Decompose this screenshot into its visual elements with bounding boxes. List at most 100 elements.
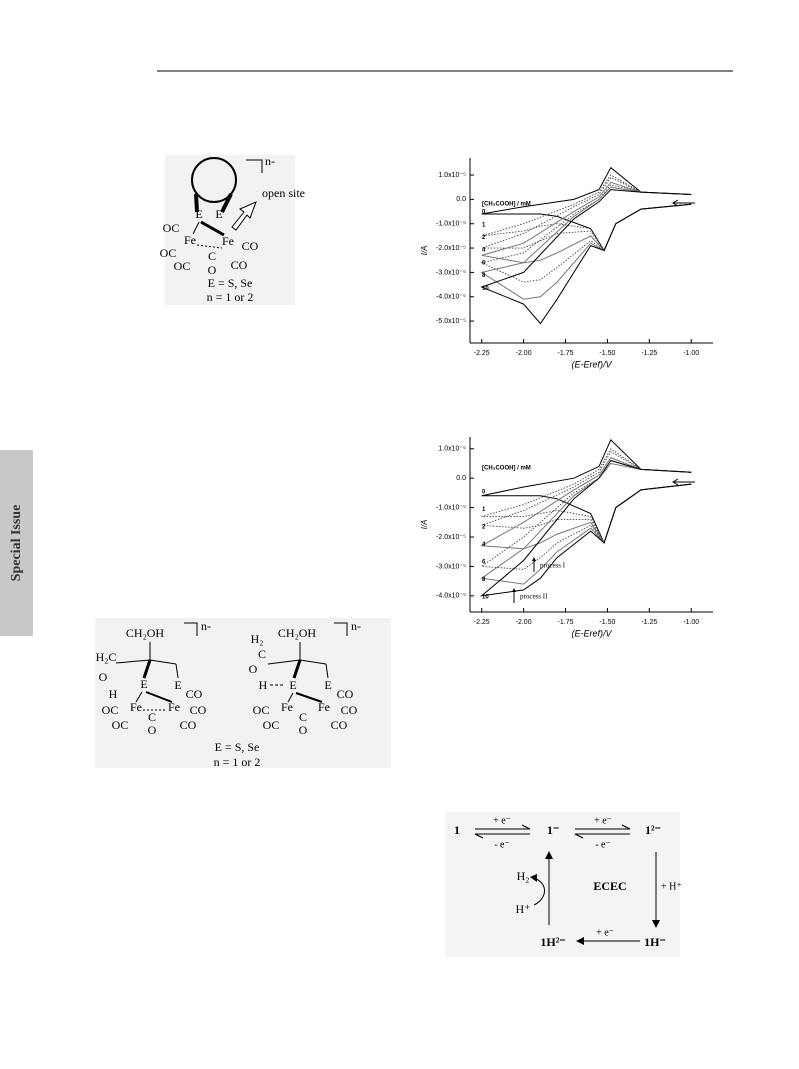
atom: E: [174, 678, 181, 692]
legend-label: 8: [482, 577, 486, 583]
atom: H₂C: [96, 650, 117, 664]
atom: E: [195, 207, 202, 221]
bond: [287, 692, 294, 703]
x-tick-label: -2.00: [516, 350, 532, 357]
atom: Fe: [222, 234, 234, 248]
y-tick-label: -1.0x10⁻⁵: [436, 221, 466, 228]
atom: H₂: [251, 632, 264, 646]
x-tick-label: -1.75: [558, 619, 574, 626]
species: 1H⁻: [644, 935, 666, 949]
atom: E: [215, 207, 222, 221]
y-tick-label: -2.0x10⁻⁵: [436, 245, 466, 252]
x-axis-label: (E-Eref)/V: [571, 628, 612, 638]
x-tick-label: -1.25: [641, 619, 657, 626]
arrowhead: [545, 851, 553, 859]
atom: O: [148, 723, 157, 737]
x-tick-label: -1.00: [683, 350, 699, 357]
cv-curve: [481, 174, 692, 252]
caption: n = 1 or 2: [214, 755, 261, 769]
bond: [295, 692, 323, 703]
x-tick-label: -2.25: [474, 350, 490, 357]
arrow: [533, 877, 545, 906]
species: 1H²⁻: [540, 935, 565, 949]
atom: O: [208, 263, 217, 277]
y-tick-label: -3.0x10⁻⁵: [436, 269, 466, 276]
x-tick-label: -1.75: [558, 350, 574, 357]
charge: n-: [351, 619, 361, 633]
atom: CO: [231, 258, 248, 272]
atom: Fe: [130, 700, 142, 714]
atom: C: [148, 710, 156, 724]
caption: E = S, Se: [208, 276, 253, 290]
atom: C: [299, 710, 307, 724]
y-axis-label: I/A: [420, 520, 429, 530]
species: 1: [454, 823, 460, 837]
species: H⁺: [516, 902, 531, 916]
scan-arrowhead: [672, 199, 679, 207]
legend-label: 2: [482, 235, 486, 241]
x-axis-label: (E-Eref)/V: [571, 359, 612, 369]
x-tick-label: -1.50: [599, 350, 615, 357]
legend-label: 6: [482, 560, 486, 566]
bond: [220, 193, 233, 213]
atom: CO: [337, 687, 354, 701]
atom: O: [249, 662, 258, 676]
atom: OC: [102, 703, 119, 717]
atom: O: [99, 670, 108, 684]
legend-label: 2: [482, 525, 486, 531]
bracket: [246, 159, 263, 173]
cv-curve: [480, 184, 692, 283]
legend-label: 1: [482, 222, 486, 228]
x-tick-label: -1.50: [599, 619, 615, 626]
y-tick-label: -5.0x10⁻⁵: [436, 318, 466, 325]
y-tick-label: -2.0x10⁻⁵: [436, 534, 466, 541]
atom: CO: [186, 687, 203, 701]
figure-2: CH₂OH n- H₂C O H E E Fe Fe OC OC C O CO …: [95, 618, 391, 769]
arrow: [574, 833, 584, 839]
cv-curve: [480, 459, 692, 570]
bond: [142, 659, 152, 679]
atom: E: [140, 677, 147, 691]
x-tick-label: -1.00: [683, 619, 699, 626]
atom: CO: [331, 718, 348, 732]
bond: [200, 220, 225, 237]
arrow: [521, 824, 531, 830]
annotation: process I: [540, 562, 566, 570]
atom: E: [289, 678, 296, 692]
side-tab: [0, 450, 33, 636]
species: 1⁻: [547, 823, 559, 837]
legend-label: 4: [482, 542, 486, 548]
arrow: [231, 201, 257, 231]
charge: n-: [201, 619, 211, 633]
bond: [299, 659, 327, 665]
step: - e⁻: [494, 839, 510, 850]
y-tick-label: 1.0x10⁻⁵: [438, 172, 466, 179]
y-tick-label: 0.0: [456, 196, 466, 203]
bond: [325, 663, 329, 679]
atom: OC: [163, 221, 180, 235]
atom: CO: [242, 239, 259, 253]
y-axis-label: I/A: [420, 246, 429, 256]
atom: OC: [160, 246, 177, 260]
x-tick-label: -2.25: [474, 619, 490, 626]
bond: [292, 659, 302, 679]
cv-chart: 1.0x10⁻⁵ 0.0 -1.0x10⁻⁵ -2.0x10⁻⁵ -3.0x10⁻⁵ -4…: [420, 158, 713, 369]
legend-label: 6: [482, 260, 486, 266]
caption: n = 1 or 2: [207, 290, 254, 304]
bond: [115, 659, 151, 664]
scheme-center: ECEC: [593, 879, 626, 893]
legend-label: 8: [482, 273, 486, 279]
atom: O: [299, 723, 308, 737]
legend-label: 1: [482, 507, 486, 513]
y-tick-label: 1.0x10⁻⁵: [438, 446, 466, 453]
bond: [149, 659, 177, 665]
legend-label: 0: [482, 210, 486, 216]
annotation: process II: [520, 593, 548, 601]
charge: n-: [265, 154, 275, 168]
species: H₂: [517, 869, 530, 883]
figure-bg: [95, 618, 391, 768]
legend-title: [CH₃COOH] / mM: [482, 202, 531, 208]
atom: OC: [253, 703, 270, 717]
bond: [191, 157, 237, 203]
arrowhead: [530, 874, 537, 882]
